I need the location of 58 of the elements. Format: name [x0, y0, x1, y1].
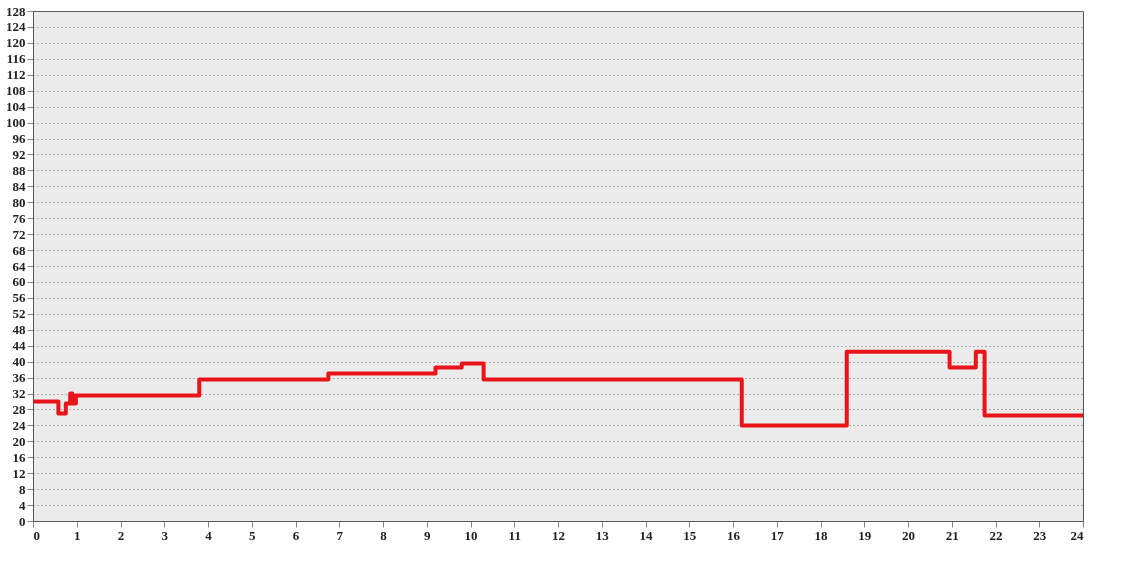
y-tick-label: 84 — [12, 178, 26, 194]
x-tick-label: 17 — [770, 527, 785, 543]
x-tick-label: 6 — [292, 527, 300, 543]
y-tick-label: 92 — [12, 146, 26, 162]
y-tick-label: 96 — [12, 131, 26, 146]
y-tick-label: 72 — [12, 226, 26, 242]
y-tick-label: 76 — [12, 210, 26, 226]
x-tick-label: 10 — [464, 527, 478, 543]
y-tick-label: 60 — [12, 274, 26, 290]
x-tick-label: 12 — [552, 527, 565, 543]
y-tick-label: 100 — [6, 115, 26, 131]
x-tick-label: 22 — [989, 527, 1003, 543]
y-tick-label: 108 — [6, 83, 26, 99]
x-tick-label: 4 — [205, 527, 213, 543]
y-tick-label: 4 — [19, 497, 26, 513]
y-tick-label: 0 — [19, 513, 26, 529]
x-tick-label: 14 — [639, 527, 653, 543]
y-tick-label: 56 — [12, 290, 26, 306]
y-tick-label: 16 — [12, 449, 26, 465]
x-tick-label: 23 — [1033, 527, 1047, 543]
y-tick-label: 124 — [6, 19, 26, 35]
y-tick-label: 64 — [12, 258, 26, 274]
y-tick-label: 52 — [12, 306, 26, 322]
y-tick-label: 32 — [12, 386, 26, 401]
x-tick-label: 19 — [858, 527, 872, 543]
y-tick-label: 24 — [12, 417, 26, 433]
y-tick-label: 80 — [12, 194, 26, 210]
x-tick-label: 15 — [683, 527, 697, 543]
x-tick-label: 13 — [595, 527, 610, 543]
y-tick-label: 44 — [12, 338, 26, 354]
y-tick-label: 12 — [12, 465, 26, 481]
y-tick-label: 112 — [6, 67, 26, 83]
x-tick-label: 21 — [945, 527, 959, 543]
x-tick-label: 1 — [74, 527, 81, 543]
x-tick-label: 18 — [814, 527, 828, 543]
x-tick-label: 16 — [727, 527, 741, 543]
x-tick-label: 9 — [424, 527, 431, 543]
x-tick-label: 5 — [249, 527, 256, 543]
y-tick-label: 8 — [19, 481, 26, 497]
x-tick-label: 2 — [117, 527, 125, 543]
y-tick-label: 104 — [6, 99, 26, 115]
x-tick-label: 24 — [1070, 527, 1084, 543]
y-tick-label: 48 — [12, 322, 26, 338]
y-tick-label: 116 — [6, 51, 26, 67]
x-tick-label: 11 — [508, 527, 521, 543]
y-tick-label: 88 — [12, 162, 26, 178]
y-tick-label: 68 — [12, 242, 26, 258]
y-tick-label: 120 — [6, 35, 26, 51]
y-tick-label: 20 — [12, 433, 26, 449]
y-tick-label: 28 — [12, 401, 26, 417]
x-tick-label: 8 — [380, 527, 388, 543]
x-tick-label: 3 — [161, 527, 169, 543]
y-tick-label: 36 — [12, 370, 26, 386]
x-tick-label: 7 — [336, 527, 344, 543]
y-tick-label: 40 — [12, 354, 26, 370]
x-tick-label: 20 — [902, 527, 915, 543]
x-tick-label: 0 — [33, 527, 40, 543]
y-tick-label: 128 — [6, 3, 26, 19]
